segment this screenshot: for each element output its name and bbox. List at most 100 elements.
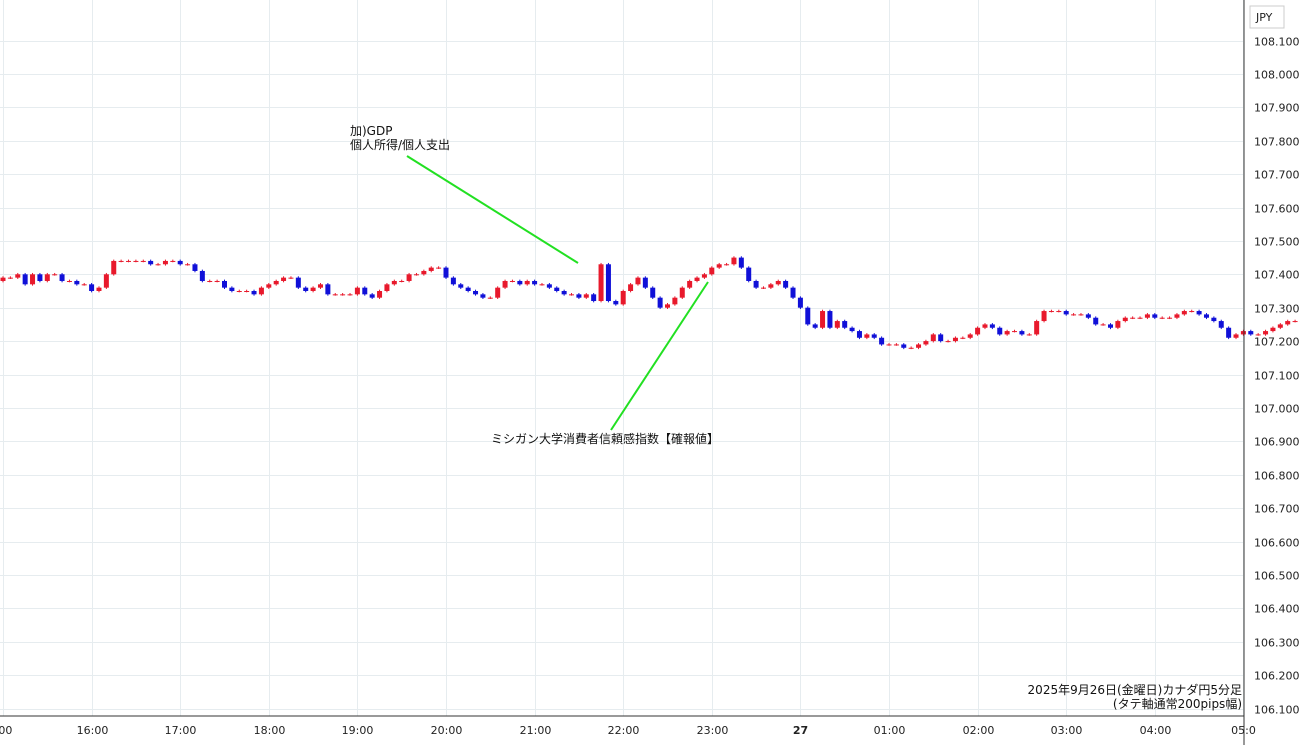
candle-body — [599, 264, 604, 301]
candle-body — [495, 288, 500, 298]
y-tick-label: 107.900 — [1254, 102, 1300, 115]
y-tick-label: 108.000 — [1254, 69, 1300, 82]
candle-body — [185, 264, 190, 265]
candle-body — [1204, 314, 1209, 317]
candle-body — [1263, 331, 1268, 334]
candle-body — [1145, 314, 1150, 317]
candle-body — [850, 328, 855, 331]
y-axis: 108.100 108.000 107.900 107.800 107.700 107.6… — [1254, 36, 1300, 717]
candle-body — [702, 274, 707, 277]
candle-body — [887, 344, 892, 345]
y-tick-label: 107.000 — [1254, 403, 1300, 416]
candle-body — [126, 261, 131, 262]
candle-body — [894, 344, 899, 345]
candle-body — [768, 284, 773, 287]
y-tick-label: 107.500 — [1254, 236, 1300, 249]
candle-body — [1049, 311, 1054, 312]
candle-body — [1130, 318, 1135, 319]
y-tick-label: 106.700 — [1254, 503, 1300, 516]
y-tick-label: 108.100 — [1254, 36, 1300, 49]
y-tick-label: 107.200 — [1254, 336, 1300, 349]
candle-body — [717, 264, 722, 267]
candle-body — [643, 278, 648, 288]
candle-body — [746, 268, 751, 281]
candle-body — [835, 321, 840, 328]
candle-body — [1019, 331, 1024, 334]
candle-body — [791, 288, 796, 298]
y-tick-label: 107.400 — [1254, 269, 1300, 282]
candle-body — [1285, 321, 1290, 324]
candle-body — [1182, 311, 1187, 314]
candle-body — [311, 288, 316, 291]
x-tick-label: 05:0 — [1231, 724, 1256, 737]
candle-body — [1012, 331, 1017, 332]
x-tick-label: 21:00 — [520, 724, 552, 737]
x-tick-label: 03:00 — [1051, 724, 1083, 737]
candle-body — [259, 288, 264, 295]
y-tick-label: 106.500 — [1254, 570, 1300, 583]
candle-body — [591, 294, 596, 301]
candle-body — [1138, 318, 1143, 319]
candle-body — [37, 274, 42, 281]
candle-body — [288, 278, 293, 279]
candle-body — [1, 278, 6, 281]
candle-body — [318, 284, 323, 287]
candle-body — [74, 281, 79, 284]
candle-body — [473, 291, 478, 294]
candle-body — [192, 264, 197, 271]
candle-body — [761, 288, 766, 289]
candle-body — [783, 281, 788, 288]
candle-body — [635, 278, 640, 285]
y-tick-label: 107.600 — [1254, 203, 1300, 216]
chart-note-title: 2025年9月26日(金曜日)カナダ円5分足 — [1028, 682, 1242, 697]
candle-body — [621, 291, 626, 304]
candle-body — [215, 281, 220, 282]
candle-body — [539, 284, 544, 285]
candle-body — [370, 294, 375, 297]
y-tick-label: 106.400 — [1254, 603, 1300, 616]
candle-body — [325, 284, 330, 294]
x-axis: :00 16:00 17:00 18:00 19:00 20:00 21:00 22:00 23… — [0, 724, 1256, 737]
candle-body — [968, 334, 973, 337]
candle-body — [525, 281, 530, 284]
candle-body — [1042, 311, 1047, 321]
candle-body — [709, 268, 714, 275]
candle-body — [15, 274, 20, 277]
candle-body — [739, 258, 744, 268]
candle-body — [1071, 314, 1076, 315]
candle-body — [45, 274, 50, 281]
candle-body — [133, 261, 138, 262]
candle-body — [222, 281, 227, 288]
candle-body — [510, 281, 515, 282]
x-tick-label: 18:00 — [254, 724, 286, 737]
candle-body — [1005, 331, 1010, 334]
candle-body — [1056, 311, 1061, 312]
candle-body — [931, 334, 936, 341]
candle-body — [296, 278, 301, 288]
candle-body — [776, 281, 781, 284]
candle-body — [348, 294, 353, 295]
candle-body — [111, 261, 116, 274]
candle-body — [1189, 311, 1194, 312]
candle-body — [953, 338, 958, 341]
candle-body — [1027, 334, 1032, 335]
annotation-gdp-line2: 個人所得/個人支出 — [350, 137, 450, 152]
candle-body — [458, 284, 463, 287]
candle-body — [997, 328, 1002, 335]
candle-body — [407, 274, 412, 281]
candle-body — [303, 288, 308, 291]
candle-body — [362, 288, 367, 295]
candle-body — [1234, 334, 1239, 337]
candle-body — [1108, 324, 1113, 327]
candle-body — [938, 334, 943, 341]
candle-body — [399, 281, 404, 282]
candle-body — [436, 268, 441, 269]
candle-body — [724, 264, 729, 265]
candle-body — [1278, 324, 1283, 327]
candle-body — [1226, 328, 1231, 338]
candle-body — [532, 281, 537, 284]
candle-body — [879, 338, 884, 345]
candle-body — [23, 274, 28, 284]
candle-body — [141, 261, 146, 262]
candle-body — [569, 294, 574, 295]
